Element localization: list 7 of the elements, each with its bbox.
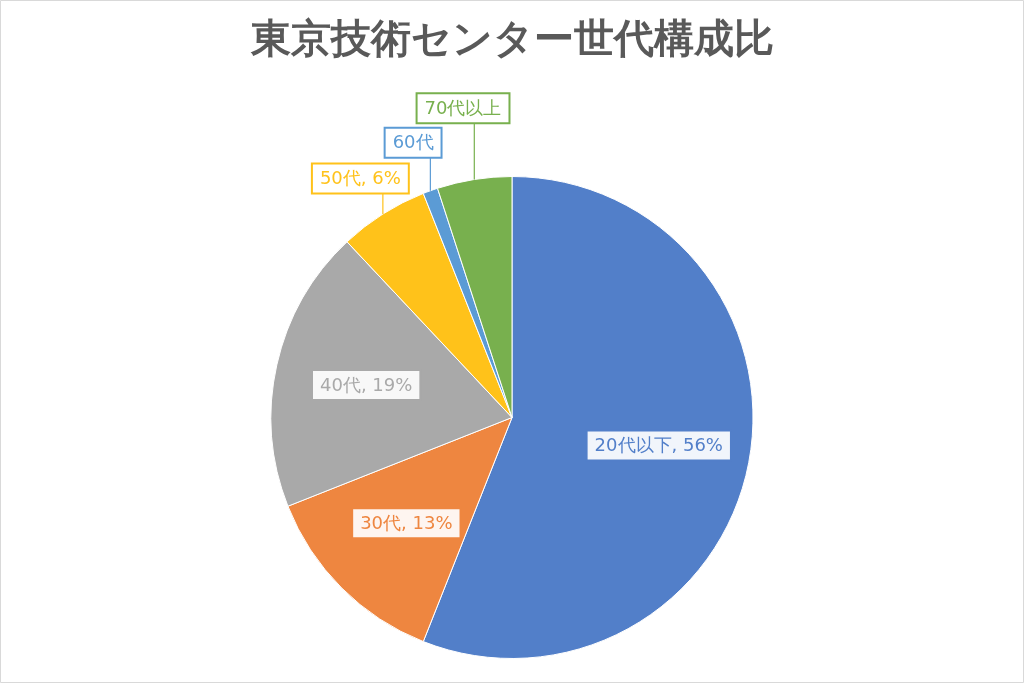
slice-label: 70代以上 (424, 97, 502, 119)
slice-label: 40代, 19% (320, 373, 413, 395)
slice-label: 50代, 6% (319, 167, 401, 189)
slice-label: 20代以下, 56% (594, 434, 723, 456)
slice-label: 30代, 13% (360, 511, 453, 533)
chart-title: 東京技術センター世代構成比 (249, 15, 774, 62)
slice-label: 60代 (392, 131, 434, 153)
